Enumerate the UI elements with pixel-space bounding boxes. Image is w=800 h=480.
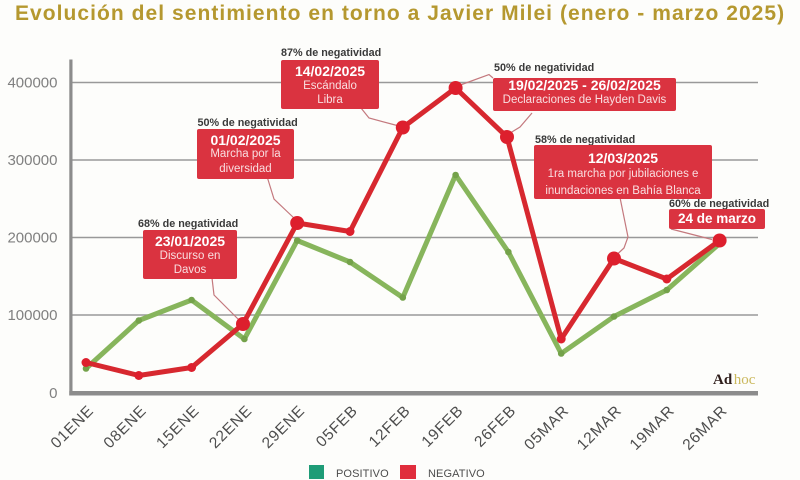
svg-text:400000: 400000	[7, 75, 57, 92]
svg-text:19MAR: 19MAR	[627, 402, 678, 453]
svg-text:19FEB: 19FEB	[419, 402, 467, 450]
svg-text:05MAR: 05MAR	[521, 402, 572, 453]
svg-text:12MAR: 12MAR	[574, 402, 625, 453]
svg-text:15ENE: 15ENE	[153, 402, 203, 452]
svg-text:29ENE: 29ENE	[259, 402, 309, 452]
svg-text:0: 0	[49, 385, 57, 402]
svg-text:26MAR: 26MAR	[680, 402, 731, 453]
svg-text:05FEB: 05FEB	[313, 402, 361, 450]
svg-text:100000: 100000	[7, 307, 57, 324]
svg-text:12FEB: 12FEB	[366, 402, 414, 450]
svg-text:200000: 200000	[7, 230, 57, 247]
svg-text:01ENE: 01ENE	[48, 402, 98, 452]
svg-text:300000: 300000	[7, 152, 57, 169]
svg-text:26FEB: 26FEB	[471, 402, 519, 450]
svg-text:22ENE: 22ENE	[206, 402, 256, 452]
svg-text:08ENE: 08ENE	[101, 402, 151, 452]
